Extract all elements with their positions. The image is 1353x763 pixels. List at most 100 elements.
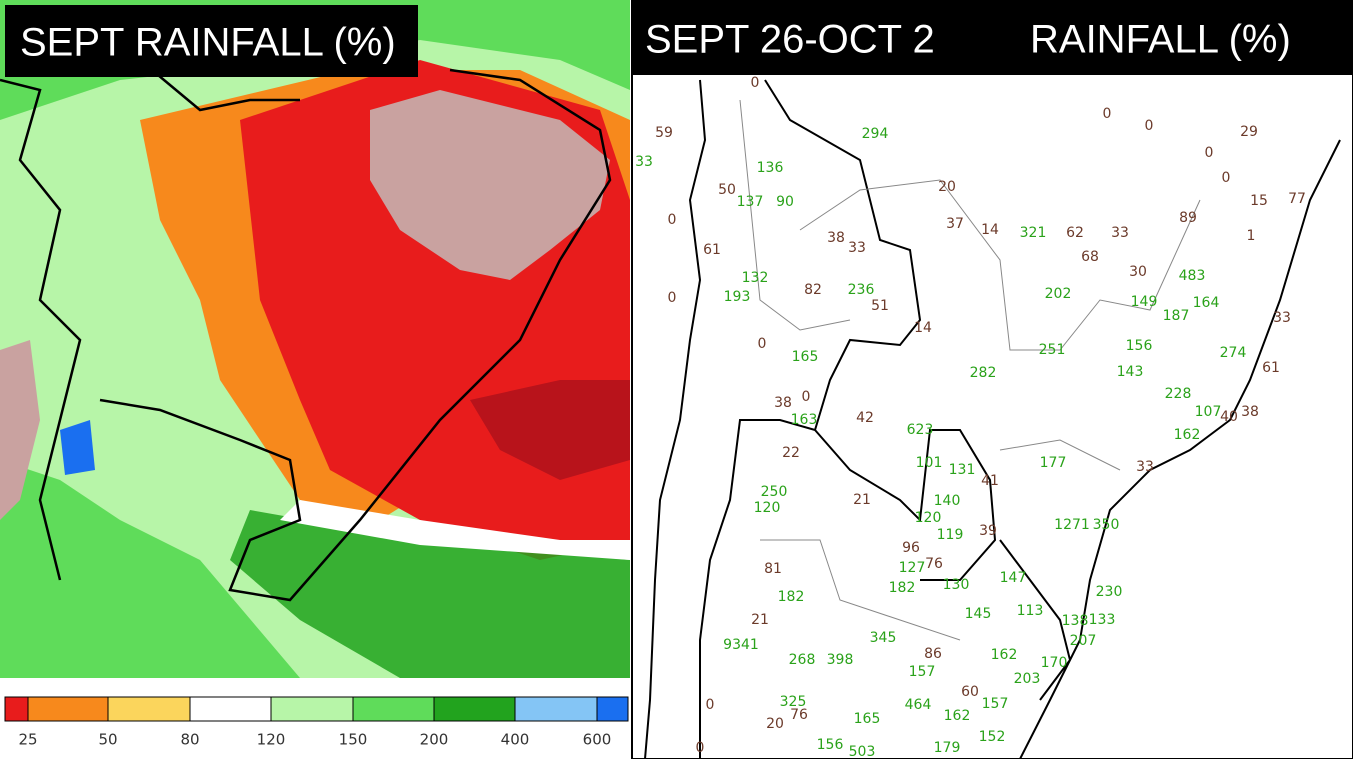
above-normal-value: 268 — [789, 652, 816, 668]
map-title: SEPT RAINFALL (%) — [20, 21, 396, 65]
below-normal-value: 20 — [766, 716, 784, 732]
above-normal-value: 236 — [848, 282, 875, 298]
above-normal-value: 503 — [849, 744, 876, 759]
above-normal-value: 90 — [776, 194, 794, 210]
above-normal-value: 101 — [916, 455, 943, 471]
below-normal-value: 81 — [764, 561, 782, 577]
map-title: SEPT 26-OCT 2 — [645, 18, 935, 62]
below-normal-value: 51 — [871, 298, 889, 314]
map-title: RAINFALL (%) — [1030, 18, 1291, 62]
below-normal-value: 38 — [827, 230, 845, 246]
below-normal-value: 82 — [804, 282, 822, 298]
below-normal-value: 22 — [782, 445, 800, 461]
above-normal-value: 321 — [1020, 225, 1047, 241]
above-normal-value: 193 — [724, 289, 751, 305]
below-normal-value: 61 — [703, 242, 721, 258]
below-normal-value: 0 — [802, 389, 811, 405]
below-normal-value: 59 — [655, 125, 673, 141]
colorbar-label: 50 — [98, 731, 117, 749]
below-normal-value: 76 — [925, 556, 943, 572]
below-normal-value: 60 — [961, 684, 979, 700]
above-normal-value: 147 — [1000, 570, 1027, 586]
above-normal-value: 113 — [1017, 603, 1044, 619]
colorbar-swatch — [189, 696, 272, 722]
colorbar: 25 50 80 120 150 200 400 600 — [4, 696, 629, 749]
below-normal-value: 14 — [981, 222, 999, 238]
above-normal-value: 9341 — [723, 637, 759, 653]
below-normal-value: 42 — [856, 410, 874, 426]
below-normal-value: 77 — [1288, 191, 1306, 207]
below-normal-value: 29 — [1240, 124, 1258, 140]
below-normal-value: 62 — [1066, 225, 1084, 241]
above-normal-value: 120 — [754, 500, 781, 516]
above-normal-value: 119 — [937, 527, 964, 543]
below-normal-value: 37 — [946, 216, 964, 232]
above-normal-value: 177 — [1040, 455, 1067, 471]
above-normal-value: 137 — [737, 194, 764, 210]
above-normal-value: 345 — [870, 630, 897, 646]
colorbar-swatch — [27, 696, 109, 722]
above-normal-value: 149 — [1131, 294, 1158, 310]
below-normal-value: 0 — [758, 336, 767, 352]
below-normal-value: 0 — [668, 212, 677, 228]
above-normal-value: 165 — [854, 711, 881, 727]
colorbar-swatch — [4, 696, 29, 722]
above-normal-value: 157 — [909, 664, 936, 680]
above-normal-value: 162 — [944, 708, 971, 724]
below-normal-value: 38 — [1241, 404, 1259, 420]
below-normal-value: 0 — [696, 740, 705, 756]
above-normal-value: 182 — [889, 580, 916, 596]
above-normal-value: 228 — [1165, 386, 1192, 402]
above-normal-value: 130 — [943, 577, 970, 593]
colorbar-swatch — [433, 696, 516, 722]
above-normal-value: 140 — [934, 493, 961, 509]
below-normal-value: 21 — [751, 612, 769, 628]
below-normal-value: 0 — [1145, 118, 1154, 134]
above-normal-value: 182 — [778, 589, 805, 605]
above-normal-value: 294 — [862, 126, 889, 142]
colorbar-label: 80 — [180, 731, 199, 749]
above-normal-value: 170 — [1041, 655, 1068, 671]
below-normal-value: 86 — [924, 646, 942, 662]
above-normal-value: 282 — [970, 365, 997, 381]
above-normal-value: 156 — [817, 737, 844, 753]
above-normal-value: 325 — [780, 694, 807, 710]
below-normal-value: 50 — [718, 182, 736, 198]
above-normal-value: 179 — [934, 740, 961, 756]
above-normal-value: 162 — [991, 647, 1018, 663]
above-normal-value: 127 — [899, 560, 926, 576]
above-normal-value: 250 — [761, 484, 788, 500]
below-normal-value: 0 — [1222, 170, 1231, 186]
above-normal-value: 202 — [1045, 286, 1072, 302]
station-map: SEPT 26-OCT 2 RAINFALL (%) — [631, 0, 1353, 760]
above-normal-value: 350 — [1093, 517, 1120, 533]
below-normal-value: 20 — [938, 179, 956, 195]
above-normal-value: 623 — [907, 422, 934, 438]
above-normal-value: 274 — [1220, 345, 1247, 361]
colorbar-label: 200 — [420, 731, 449, 749]
above-normal-value: 163 — [791, 412, 818, 428]
below-normal-value: 0 — [1205, 145, 1214, 161]
above-normal-value: 131 — [949, 462, 976, 478]
above-normal-value: 133 — [1089, 612, 1116, 628]
below-normal-value: 0 — [706, 697, 715, 713]
above-normal-value: 120 — [915, 510, 942, 526]
above-normal-value: 132 — [742, 270, 769, 286]
colorbar-label: 400 — [501, 731, 530, 749]
below-normal-value: 0 — [1103, 106, 1112, 122]
below-normal-value: 0 — [668, 290, 677, 306]
above-normal-value: 145 — [965, 606, 992, 622]
above-normal-value: 152 — [979, 729, 1006, 745]
above-normal-value: 138 — [1062, 613, 1089, 629]
below-normal-value: 30 — [1129, 264, 1147, 280]
colorbar-label: 120 — [257, 731, 286, 749]
colorbar-label: 600 — [583, 731, 612, 749]
below-normal-value: 33 — [1111, 225, 1129, 241]
above-normal-value: 136 — [757, 160, 784, 176]
below-normal-value: 76 — [790, 707, 808, 723]
above-normal-value: 157 — [982, 696, 1009, 712]
colorbar-label: 25 — [18, 731, 37, 749]
above-normal-value: 33 — [635, 154, 653, 170]
